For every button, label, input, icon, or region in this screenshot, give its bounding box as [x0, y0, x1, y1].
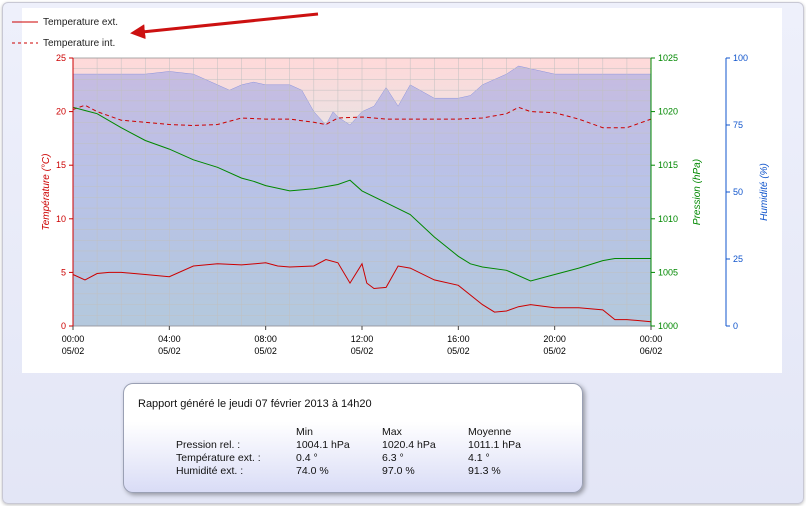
legend: Temperature ext. Temperature int. [12, 17, 118, 49]
report-table: Min Max Moyenne Pression rel. : 1004.1 h… [176, 426, 548, 478]
pressure-tick-label: 1010 [658, 214, 678, 224]
weather-chart: 0510152025100010051010101510201025025507… [12, 12, 770, 356]
x-tick-time-label: 20:00 [543, 334, 566, 344]
x-tick-time-label: 16:00 [447, 334, 470, 344]
x-tick-date-label: 06/02 [640, 346, 663, 356]
pressure-axis-title: Pression (hPa) [692, 159, 703, 225]
pressure-tick-label: 1005 [658, 267, 678, 277]
report-row-label: Pression rel. : [176, 439, 241, 451]
x-tick-date-label: 05/02 [447, 346, 470, 356]
report-row-temperature: Température ext. : 0.4 ° 6.3 ° 4.1 ° [176, 452, 548, 465]
pressure-tick-label: 1020 [658, 107, 678, 117]
report-header-min: Min [296, 426, 313, 438]
report-row-min: 1004.1 hPa [296, 439, 350, 451]
report-row-label: Humidité ext. : [176, 465, 244, 477]
x-tick-time-label: 08:00 [254, 334, 277, 344]
pressure-tick-label: 1015 [658, 160, 678, 170]
report-header-max: Max [382, 426, 402, 438]
report-header-label [176, 426, 296, 439]
report-row-avg: 4.1 ° [468, 452, 490, 464]
temperature-axis-title: Température (°C) [41, 154, 52, 231]
temperature-tick-label: 25 [56, 53, 66, 63]
report-row-avg: 91.3 % [468, 465, 501, 477]
series-line-temperature-int- [72, 104, 652, 129]
report-title: Rapport généré le jeudi 07 février 2013 … [138, 398, 372, 410]
pressure-tick-label: 1025 [658, 53, 678, 63]
report-row-max: 97.0 % [382, 465, 415, 477]
report-row-min: 0.4 ° [296, 452, 318, 464]
report-header-row: Min Max Moyenne [176, 426, 548, 439]
report-row-pressure: Pression rel. : 1004.1 hPa 1020.4 hPa 10… [176, 439, 548, 452]
series-line-pression-rel- [72, 106, 651, 282]
humidity-tick-label: 50 [733, 187, 743, 197]
pressure-tick-label: 1000 [658, 321, 678, 331]
humidity-tick-label: 0 [733, 321, 738, 331]
report-row-max: 1020.4 hPa [382, 439, 436, 451]
series-line-temperature-ext- [72, 258, 652, 323]
report-row-min: 74.0 % [296, 465, 329, 477]
report-row-label: Température ext. : [176, 452, 261, 464]
x-tick-time-label: 12:00 [351, 334, 374, 344]
x-tick-date-label: 05/02 [254, 346, 277, 356]
humidity-axis-title: Humidité (%) [759, 163, 770, 221]
annotation-arrow [130, 12, 319, 40]
x-tick-time-label: 00:00 [640, 334, 663, 344]
report-row-avg: 1011.1 hPa [468, 439, 521, 451]
report-row-humidity: Humidité ext. : 74.0 % 97.0 % 91.3 % [176, 465, 548, 478]
temperature-tick-label: 10 [56, 214, 66, 224]
humidity-tick-label: 25 [733, 254, 743, 264]
humidity-tick-label: 100 [733, 53, 748, 63]
legend-label-int: Temperature int. [43, 38, 115, 49]
x-tick-date-label: 05/02 [62, 346, 85, 356]
humidity-tick-label: 75 [733, 120, 743, 130]
temperature-tick-label: 15 [56, 160, 66, 170]
temperature-tick-label: 20 [56, 107, 66, 117]
x-tick-date-label: 05/02 [158, 346, 181, 356]
report-header-avg: Moyenne [468, 426, 512, 438]
x-tick-date-label: 05/02 [351, 346, 374, 356]
report-box: Rapport généré le jeudi 07 février 2013 … [123, 383, 583, 493]
report-row-max: 6.3 ° [382, 452, 404, 464]
temperature-tick-label: 5 [61, 267, 66, 277]
x-tick-time-label: 04:00 [158, 334, 181, 344]
temperature-tick-label: 0 [61, 321, 66, 331]
legend-label-ext: Temperature ext. [43, 17, 118, 28]
x-tick-date-label: 05/02 [543, 346, 566, 356]
x-tick-time-label: 00:00 [62, 334, 85, 344]
